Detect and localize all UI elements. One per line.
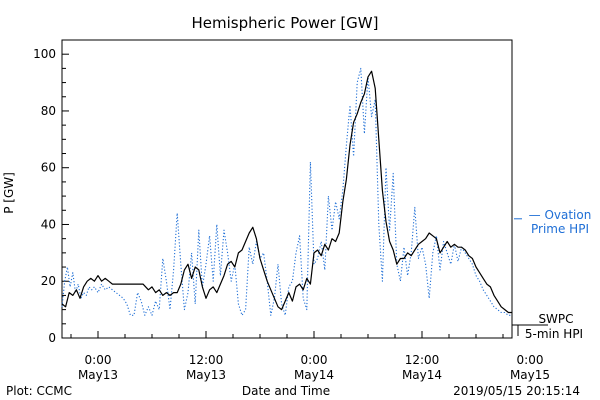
x-tick-date: May15	[510, 368, 550, 382]
x-tick-time: 12:00	[405, 353, 440, 367]
x-tick-time: 12:00	[189, 353, 224, 367]
swpc-legend-label: SWPC	[538, 312, 573, 326]
y-tick-label: 80	[41, 104, 56, 118]
x-tick-date: May14	[294, 368, 334, 382]
x-tick-date: May13	[186, 368, 226, 382]
ovation-legend-label: Prime HPI	[531, 222, 589, 236]
chart-title: Hemispheric Power [GW]	[192, 14, 379, 32]
x-tick-date: May14	[402, 368, 442, 382]
ovation-prime-series-line	[61, 67, 512, 316]
y-tick-label: 100	[33, 47, 56, 61]
ovation-legend-label: — Ovation	[529, 208, 592, 222]
plot-timestamp: 2019/05/15 20:15:14	[453, 384, 580, 398]
y-axis-label: P [GW]	[2, 172, 16, 214]
plot-credit: Plot: CCMC	[6, 384, 72, 398]
x-axis-title: Date and Time	[242, 384, 330, 398]
swpc-legend-label: 5-min HPI	[525, 327, 583, 341]
y-tick-label: 60	[41, 161, 56, 175]
swpc-series-line	[61, 70, 512, 314]
x-tick-time: 0:00	[301, 353, 328, 367]
y-tick-label: 40	[41, 217, 56, 231]
y-axis-ticks: 0 20 40 60 80 100	[33, 47, 69, 345]
plot-frame	[61, 39, 513, 339]
y-tick-label: 20	[41, 274, 56, 288]
x-axis-ticks: 0:00May1312:00May130:00May1412:00May140:…	[70, 331, 550, 382]
y-tick-label: 0	[48, 331, 56, 345]
x-tick-time: 0:00	[517, 353, 544, 367]
x-tick-time: 0:00	[85, 353, 112, 367]
series-layer	[61, 67, 512, 316]
x-tick-date: May13	[78, 368, 118, 382]
y-axis-title: P [GW]	[2, 172, 16, 214]
